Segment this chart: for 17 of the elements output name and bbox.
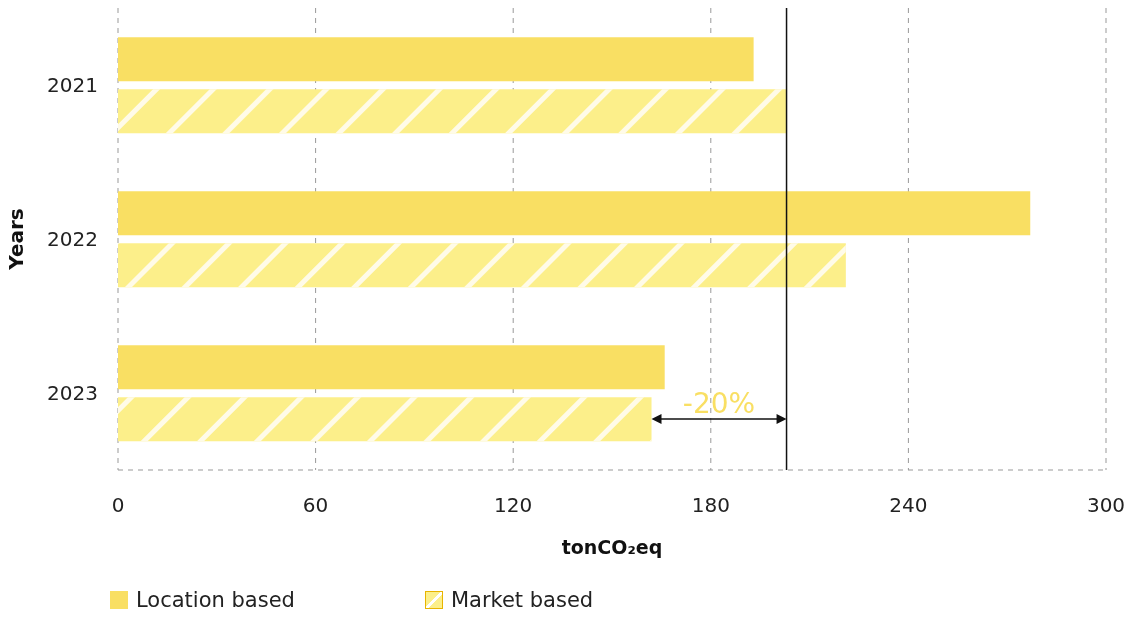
x-tick-label: 0 (111, 493, 125, 518)
bar (118, 345, 665, 390)
x-tick-label: 120 (494, 493, 533, 518)
x-tick-label: 300 (1086, 493, 1126, 518)
bar (118, 37, 754, 82)
annotation: -20% (682, 387, 756, 420)
bar (118, 191, 1031, 236)
y-axis-title: Years (4, 208, 29, 271)
x-tick-label: 240 (889, 493, 928, 518)
legend-label: Market based (450, 588, 594, 612)
y-tick-label: 2022 (47, 227, 98, 252)
x-axis-title: tonCO₂eq (561, 536, 663, 558)
y-tick-label: 2021 (47, 73, 98, 98)
x-tick-label: 60 (302, 493, 329, 518)
y-tick-label: 2023 (47, 381, 98, 406)
x-tick-label: 180 (691, 493, 730, 518)
legend-label: Location based (136, 588, 295, 612)
